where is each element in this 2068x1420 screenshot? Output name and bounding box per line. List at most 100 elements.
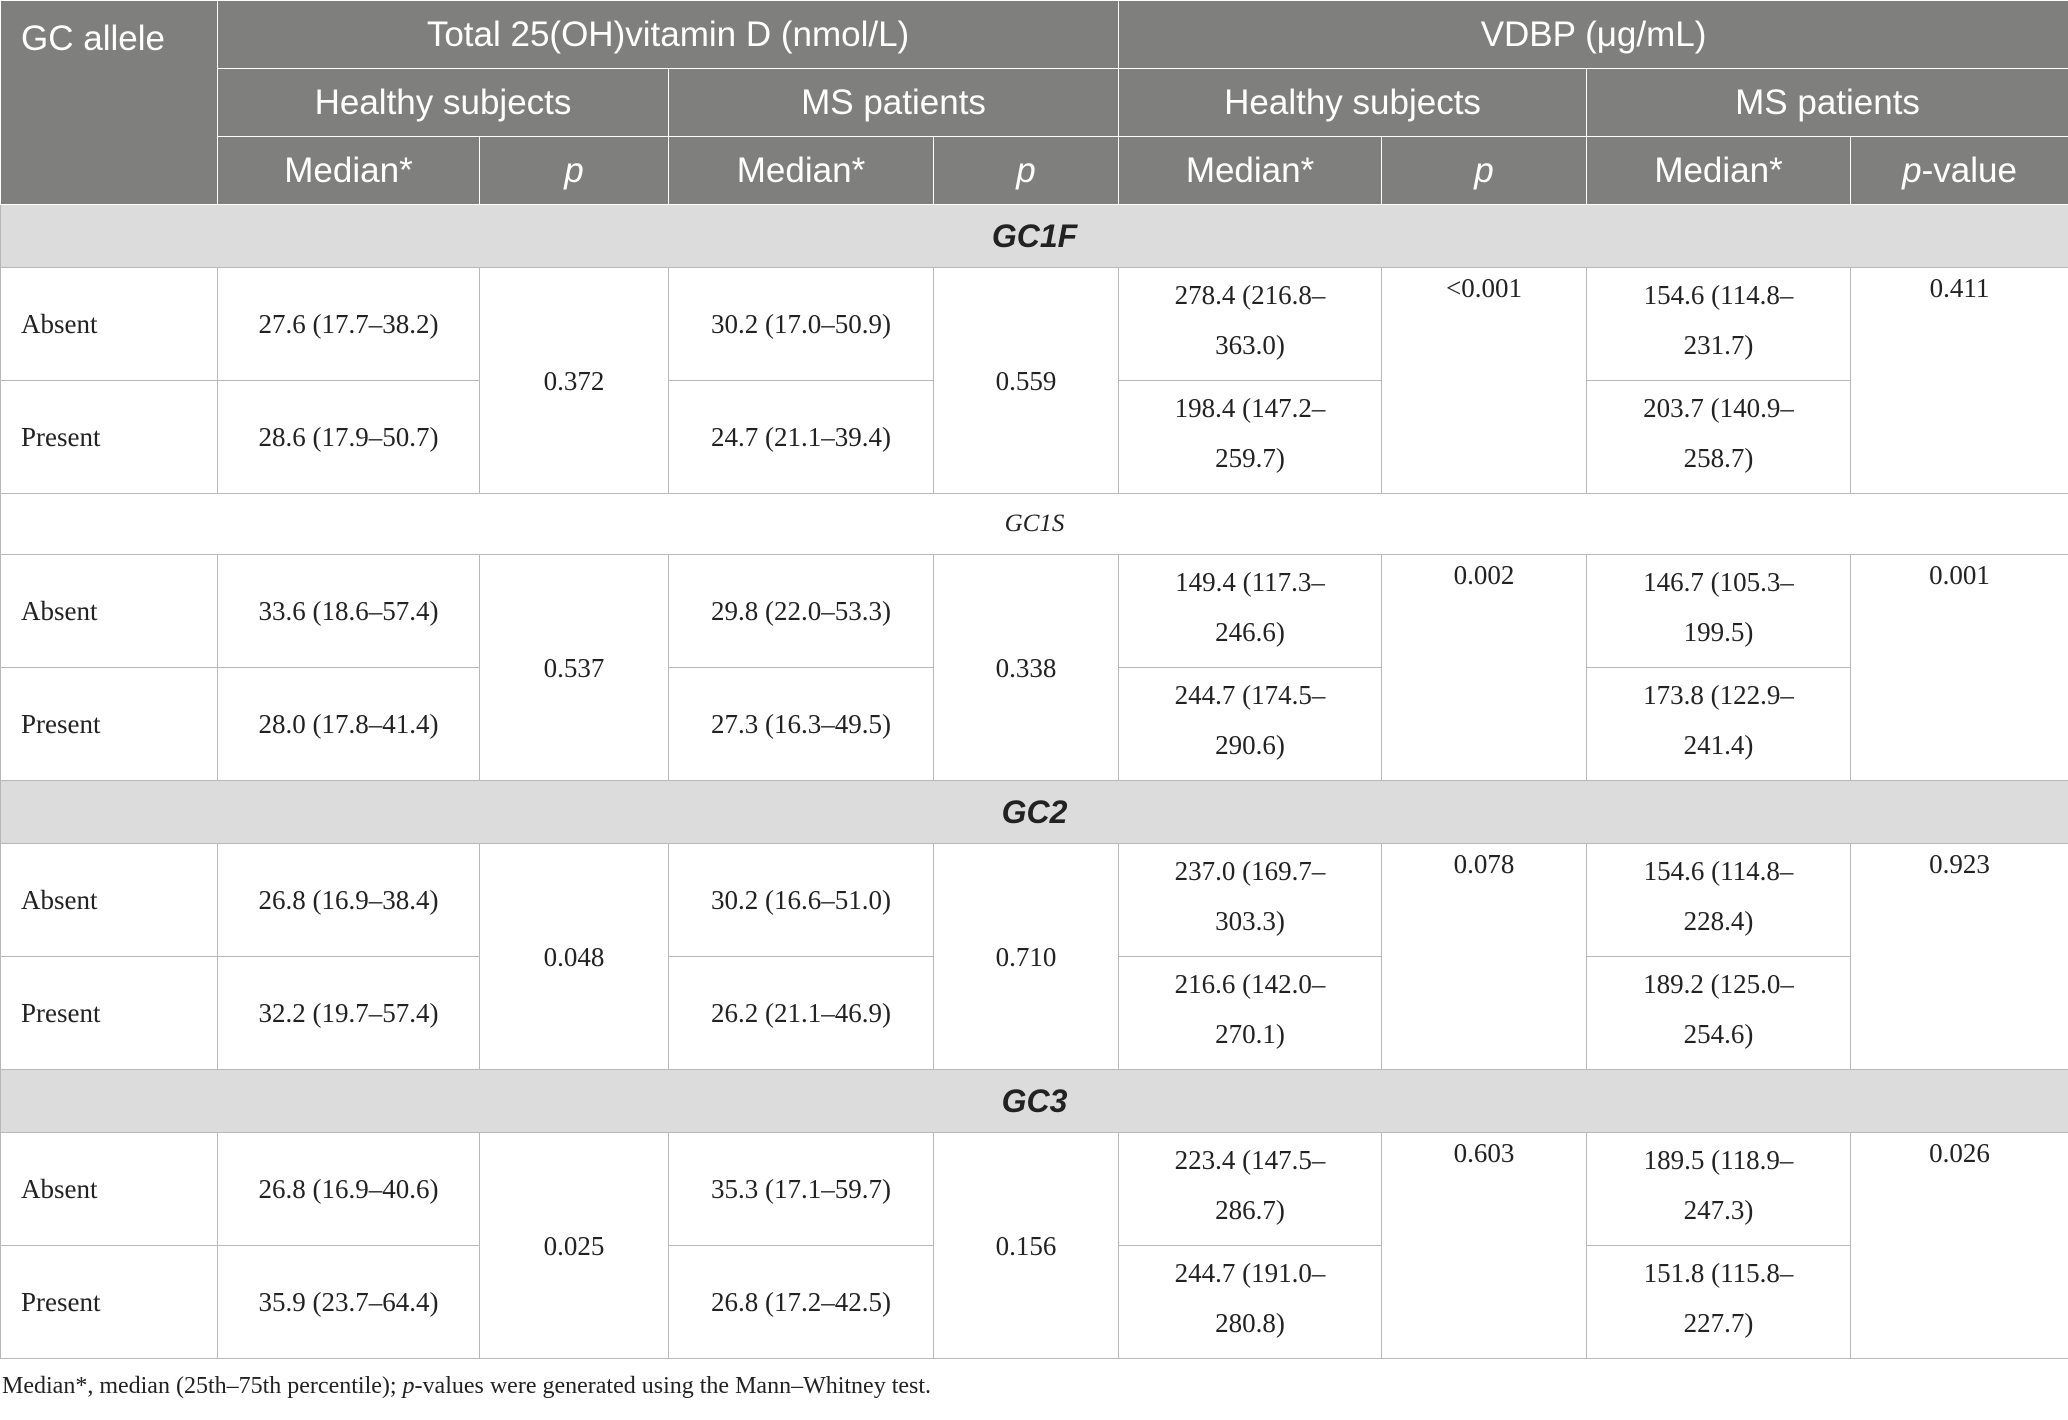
vdbp-ms-line-1: 189.5 (118.9– <box>1643 1145 1794 1175</box>
vdbp-healthy-line-1: 216.6 (142.0– <box>1174 969 1326 999</box>
vdbp-healthy-line-2: 290.6) <box>1215 730 1285 760</box>
p-vitd-ms: 0.559 <box>932 267 1120 494</box>
table-row: Present 35.9 (23.7–64.4) 26.8 (17.2–42.5) 2… <box>0 1245 2068 1359</box>
vdbp-healthy-line-2: 303.3) <box>1215 906 1285 936</box>
vdbp-healthy-line-1: 149.4 (117.3– <box>1175 567 1325 597</box>
vdbp-healthy-median: 198.4 (147.2– 259.7) <box>1118 380 1383 494</box>
allele-status: Present <box>0 380 218 494</box>
vdbp-ms-line-2: 241.4) <box>1683 730 1754 760</box>
header-vdbp-ms: MS patients <box>1586 68 2068 137</box>
vitd-ms-median: 26.8 (17.2–42.5) <box>668 1245 934 1359</box>
group-header-row: GC1F <box>0 204 2068 268</box>
vitd-healthy-median: 35.9 (23.7–64.4) <box>217 1245 480 1359</box>
vdbp-ms-median: 173.8 (122.9– 241.4) <box>1586 667 1852 781</box>
vdbp-ms-line-1: 154.6 (114.8– <box>1643 856 1794 886</box>
vitd-ms-median: 29.8 (22.0–53.3) <box>668 554 934 668</box>
p-vdbp-healthy: 0.078 <box>1381 843 1588 1070</box>
p-vdbp-healthy: 0.603 <box>1381 1132 1588 1359</box>
header-vitd-healthy: Healthy subjects <box>217 68 669 137</box>
header-vdbp: VDBP (μg/mL) <box>1118 0 2068 69</box>
group-header-row: GC3 <box>0 1069 2068 1133</box>
p-vitd-healthy: 0.048 <box>479 843 669 1070</box>
vdbp-ms-median: 203.7 (140.9– 258.7) <box>1586 380 1852 494</box>
vdbp-ms-line-2: 254.6) <box>1683 1019 1754 1049</box>
p-vitd-healthy: 0.537 <box>479 554 669 781</box>
vdbp-ms-line-2: 247.3) <box>1683 1195 1754 1225</box>
header-p-label: p <box>1016 150 1036 190</box>
vdbp-ms-line-1: 173.8 (122.9– <box>1643 680 1794 710</box>
header-p-label: p <box>1474 150 1494 190</box>
vdbp-healthy-line-1: 237.0 (169.7– <box>1174 856 1326 886</box>
allele-status: Absent <box>0 554 218 668</box>
vdbp-healthy-line-2: 280.8) <box>1215 1308 1285 1338</box>
vdbp-healthy-line-2: 259.7) <box>1215 443 1285 473</box>
footnote-p: p <box>402 1373 415 1399</box>
p-vitd-ms: 0.156 <box>932 1132 1120 1359</box>
vdbp-healthy-median: 244.7 (191.0– 280.8) <box>1118 1245 1383 1359</box>
header-p: p <box>1381 136 1588 205</box>
vdbp-healthy-median: 149.4 (117.3– 246.6) <box>1118 554 1383 668</box>
vdbp-healthy-line-1: 198.4 (147.2– <box>1174 393 1326 423</box>
vdbp-ms-median: 189.2 (125.0– 254.6) <box>1586 956 1852 1070</box>
vdbp-healthy-line-2: 286.7) <box>1215 1195 1285 1225</box>
allele-status: Absent <box>0 1132 218 1246</box>
vdbp-ms-line-1: 146.7 (105.3– <box>1643 567 1794 597</box>
vdbp-ms-median: 154.6 (114.8– 231.7) <box>1586 267 1852 381</box>
vdbp-ms-line-2: 258.7) <box>1683 443 1754 473</box>
group-name: GC2 <box>0 780 2068 844</box>
vdbp-healthy-line-1: 244.7 (174.5– <box>1174 680 1326 710</box>
header-p: p <box>932 136 1120 205</box>
allele-status: Present <box>0 956 218 1070</box>
vdbp-ms-median: 189.5 (118.9– 247.3) <box>1586 1132 1852 1246</box>
vdbp-ms-line-1: 203.7 (140.9– <box>1643 393 1794 423</box>
header-p: p <box>479 136 669 205</box>
vdbp-ms-line-2: 231.7) <box>1683 330 1754 360</box>
footnote-text-1: Median*, median (25th–75th percentile); <box>2 1373 403 1399</box>
table-row: Present 32.2 (19.7–57.4) 26.2 (21.1–46.9) 2… <box>0 956 2068 1070</box>
vdbp-healthy-median: 216.6 (142.0– 270.1) <box>1118 956 1383 1070</box>
table-row: Absent 27.6 (17.7–38.2) 0.372 30.2 (17.0–50… <box>0 267 2068 494</box>
header-vdbp-healthy: Healthy subjects <box>1118 68 1588 137</box>
vdbp-ms-line-2: 199.5) <box>1683 617 1754 647</box>
footnote-text-2: -values were generated using the Mann–Wh… <box>414 1373 932 1399</box>
group-name: GC1F <box>0 204 2068 268</box>
group-name: GC3 <box>0 1069 2068 1133</box>
group-header-row: GC2 <box>0 780 2068 844</box>
p-vitd-ms: 0.710 <box>932 843 1120 1070</box>
allele-status: Present <box>0 1245 218 1359</box>
results-table: GC allele Total 25(OH)vitamin D (nmol/L)… <box>0 0 2068 1359</box>
header-p-label: p <box>1902 150 1922 190</box>
table-body: GC1F Absent 27.6 (17.7–38.2) 0.372 30.2 (17.… <box>0 204 2068 1359</box>
vdbp-ms-median: 146.7 (105.3– 199.5) <box>1586 554 1852 668</box>
header-median: Median* <box>1586 136 1852 205</box>
header-total-vitamin-d: Total 25(OH)vitamin D (nmol/L) <box>216 0 1120 69</box>
header-p-label: p <box>564 150 584 190</box>
table-footnote: Median*, median (25th–75th percentile); … <box>2 1373 2068 1400</box>
vdbp-ms-line-1: 189.2 (125.0– <box>1643 969 1794 999</box>
p-vitd-ms: 0.338 <box>932 554 1120 781</box>
p-vdbp-ms: 0.923 <box>1850 843 2068 1070</box>
vitd-healthy-median: 28.6 (17.9–50.7) <box>217 380 480 494</box>
vdbp-healthy-median: 237.0 (169.7– 303.3) <box>1118 843 1383 957</box>
vitd-ms-median: 24.7 (21.1–39.4) <box>668 380 934 494</box>
vitd-healthy-median: 32.2 (19.7–57.4) <box>217 956 480 1070</box>
vdbp-healthy-line-1: 244.7 (191.0– <box>1174 1258 1326 1288</box>
p-vdbp-healthy: 0.002 <box>1381 554 1588 781</box>
allele-status: Absent <box>0 267 218 381</box>
vitd-ms-median: 26.2 (21.1–46.9) <box>668 956 934 1070</box>
vitd-healthy-median: 28.0 (17.8–41.4) <box>217 667 480 781</box>
p-vdbp-ms: 0.411 <box>1850 267 2068 494</box>
table-row: Absent 26.8 (16.9–38.4) 0.048 30.2 (16.6–51… <box>0 843 2068 1070</box>
vitd-healthy-median: 26.8 (16.9–38.4) <box>217 843 480 957</box>
vitd-ms-median: 30.2 (16.6–51.0) <box>668 843 934 957</box>
vitd-healthy-median: 33.6 (18.6–57.4) <box>217 554 480 668</box>
vitd-ms-median: 27.3 (16.3–49.5) <box>668 667 934 781</box>
vdbp-healthy-median: 278.4 (216.8– 363.0) <box>1118 267 1383 381</box>
vdbp-ms-median: 151.8 (115.8– 227.7) <box>1586 1245 1852 1359</box>
vitd-healthy-median: 26.8 (16.9–40.6) <box>217 1132 480 1246</box>
vdbp-healthy-line-2: 270.1) <box>1215 1019 1285 1049</box>
allele-status: Absent <box>0 843 218 957</box>
p-vdbp-ms: 0.001 <box>1850 554 2068 781</box>
p-vdbp-ms: 0.026 <box>1850 1132 2068 1359</box>
